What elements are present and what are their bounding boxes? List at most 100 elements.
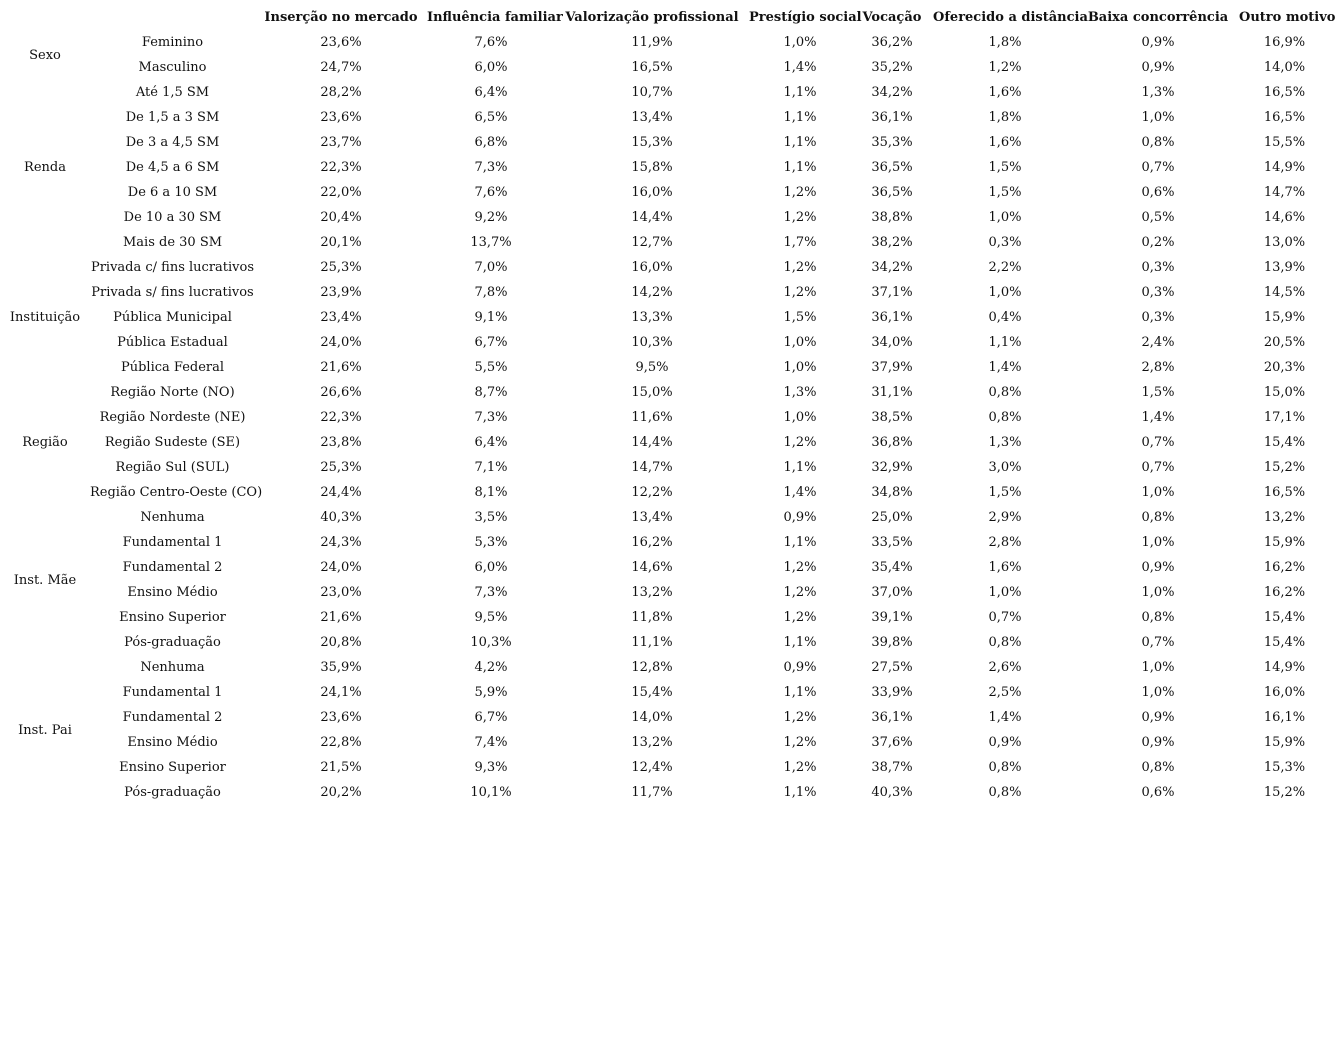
value-cell: 1,2% (783, 760, 817, 775)
value-cell: 1,4% (988, 360, 1022, 375)
table-row: Fundamental 1 24,1% 5,9% 15,4% 1,1% 33,9% 2,5%… (0, 680, 1330, 705)
group-column-header (0, 5, 90, 30)
row-label: De 3 a 4,5 SM (125, 135, 220, 150)
value-cell: 14,7% (631, 460, 673, 475)
value-cell: 0,9% (1141, 735, 1175, 750)
value-cell: 2,9% (988, 510, 1022, 525)
value-cell: 35,4% (871, 560, 913, 575)
value-cell: 1,2% (783, 210, 817, 225)
value-cell: 6,4% (474, 85, 508, 100)
table-row: Inst. Mãe Nenhuma 40,3% 3,5% 13,4% 0,9% 25,0% 2… (0, 505, 1330, 588)
value-cell: 23,6% (320, 110, 362, 125)
table-row: Fundamental 1 24,3% 5,3% 16,2% 1,1% 33,5% 2,8%… (0, 530, 1330, 555)
value-cell: 15,0% (631, 385, 673, 400)
value-cell: 10,1% (470, 785, 512, 800)
value-cell: 7,1% (474, 460, 508, 475)
table-row: Mais de 30 SM 20,1% 13,7% 12,7% 1,7% 38,2% 0,3… (0, 230, 1330, 255)
value-cell: 11,8% (631, 610, 673, 625)
value-cell: 23,6% (320, 35, 362, 50)
value-cell: 0,9% (1141, 560, 1175, 575)
value-cell: 1,0% (1141, 110, 1175, 125)
row-label: Até 1,5 SM (135, 85, 210, 100)
value-cell: 9,2% (474, 210, 508, 225)
value-cell: 28,2% (320, 85, 362, 100)
value-cell: 22,3% (320, 160, 362, 175)
value-cell: 0,8% (988, 385, 1022, 400)
value-cell: 13,7% (470, 235, 512, 250)
value-cell: 38,8% (871, 210, 913, 225)
value-cell: 25,3% (320, 460, 362, 475)
row-label: Privada c/ fins lucrativos (90, 260, 255, 275)
row-label: Pós-graduação (124, 635, 221, 650)
value-cell: 1,0% (988, 285, 1022, 300)
table-row: Pós-graduação 20,8% 10,3% 11,1% 1,1% 39,8% 0,8… (0, 630, 1330, 655)
value-cell: 15,3% (1263, 760, 1306, 775)
value-cell: 1,1% (783, 785, 817, 800)
row-label: Região Nordeste (NE) (99, 410, 246, 425)
value-cell: 1,6% (988, 85, 1022, 100)
row-group-label: Instituição (9, 310, 81, 325)
value-cell: 37,6% (871, 735, 913, 750)
value-cell: 1,4% (783, 485, 817, 500)
table-row: De 4,5 a 6 SM 22,3% 7,3% 15,8% 1,1% 36,5% 1,5%… (0, 155, 1330, 180)
table-row: Ensino Superior 21,5% 9,3% 12,4% 1,2% 38,7% 0,… (0, 755, 1330, 780)
value-cell: 0,9% (1141, 35, 1175, 50)
value-cell: 26,6% (320, 385, 362, 400)
value-cell: 10,7% (631, 85, 673, 100)
table-row: Região Nordeste (NE) 22,3% 7,3% 11,6% 1,0% 38… (0, 405, 1330, 430)
value-cell: 1,1% (783, 85, 817, 100)
value-cell: 36,8% (871, 435, 913, 450)
column-header: Oferecido a distância (933, 10, 1088, 25)
value-cell: 6,7% (474, 710, 508, 725)
value-cell: 15,4% (1263, 610, 1306, 625)
value-cell: 37,1% (871, 285, 913, 300)
row-label: De 1,5 a 3 SM (125, 110, 220, 125)
value-cell: 40,3% (871, 785, 913, 800)
value-cell: 36,5% (871, 160, 913, 175)
value-cell: 12,4% (631, 760, 673, 775)
row-label: Nenhuma (140, 510, 205, 525)
value-cell: 15,2% (1263, 460, 1306, 475)
value-cell: 6,0% (474, 560, 508, 575)
value-cell: 3,5% (474, 510, 508, 525)
value-cell: 12,7% (631, 235, 673, 250)
value-cell: 23,8% (320, 435, 362, 450)
value-cell: 0,2% (1141, 235, 1175, 250)
value-cell: 8,7% (474, 385, 508, 400)
table-row: Masculino 24,7% 6,0% 16,5% 1,4% 35,2% 1,2% 0,9%… (0, 55, 1330, 80)
value-cell: 1,2% (783, 285, 817, 300)
table-row: Sexo Feminino 23,6% 7,6% 11,9% 1,0% 36,2% 1,8% 0… (0, 30, 1330, 63)
value-cell: 20,2% (320, 785, 362, 800)
value-cell: 0,7% (1141, 635, 1175, 650)
value-cell: 1,0% (1141, 585, 1175, 600)
value-cell: 0,3% (988, 235, 1022, 250)
column-header: Baixa concorrência (1087, 10, 1229, 25)
value-cell: 14,5% (1263, 285, 1306, 300)
table-row: Inst. Pai Nenhuma 35,9% 4,2% 12,8% 0,9% 27,5% 2… (0, 655, 1330, 738)
value-cell: 34,2% (871, 260, 913, 275)
value-cell: 14,0% (631, 710, 673, 725)
value-cell: 1,4% (783, 60, 817, 75)
value-cell: 1,4% (1141, 410, 1175, 425)
row-label: Ensino Médio (127, 735, 218, 750)
value-cell: 10,3% (470, 635, 512, 650)
value-cell: 5,9% (474, 685, 508, 700)
value-cell: 1,2% (783, 735, 817, 750)
value-cell: 8,1% (474, 485, 508, 500)
value-cell: 6,5% (474, 110, 508, 125)
value-cell: 15,4% (1263, 635, 1306, 650)
column-header: Outro motivo (1239, 10, 1336, 25)
value-cell: 16,1% (1263, 710, 1306, 725)
value-cell: 14,0% (1263, 60, 1306, 75)
value-cell: 0,9% (1141, 60, 1175, 75)
value-cell: 5,5% (474, 360, 508, 375)
value-cell: 7,6% (474, 185, 508, 200)
value-cell: 22,8% (320, 735, 362, 750)
value-cell: 0,9% (988, 735, 1022, 750)
value-cell: 14,9% (1263, 660, 1306, 675)
value-cell: 15,9% (1263, 735, 1306, 750)
value-cell: 33,5% (871, 535, 913, 550)
value-cell: 0,3% (1141, 260, 1175, 275)
value-cell: 4,2% (474, 660, 508, 675)
value-cell: 0,8% (988, 785, 1022, 800)
